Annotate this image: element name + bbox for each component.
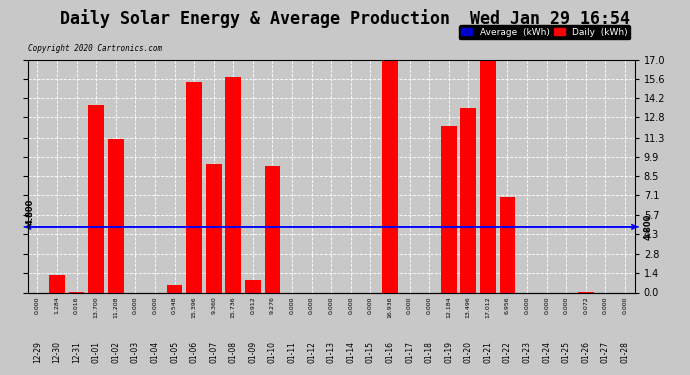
- Text: 12-29: 12-29: [33, 341, 42, 363]
- Text: 6.956: 6.956: [505, 296, 510, 314]
- Bar: [264, 166, 280, 292]
- Text: 01-11: 01-11: [288, 341, 297, 363]
- Text: 0.000: 0.000: [407, 296, 412, 314]
- Text: 0.000: 0.000: [564, 296, 569, 314]
- Text: 0.000: 0.000: [603, 296, 608, 314]
- Text: 0.072: 0.072: [583, 296, 589, 314]
- Text: Copyright 2020 Cartronics.com: Copyright 2020 Cartronics.com: [28, 44, 161, 53]
- Text: 01-18: 01-18: [424, 341, 433, 363]
- Bar: [460, 108, 476, 292]
- Text: 01-02: 01-02: [111, 341, 120, 363]
- Text: 4.800: 4.800: [26, 198, 35, 225]
- Text: 01-20: 01-20: [464, 341, 473, 363]
- Text: 0.000: 0.000: [309, 296, 314, 314]
- Text: 12-30: 12-30: [52, 341, 61, 363]
- Text: 01-14: 01-14: [346, 341, 355, 363]
- Text: 01-26: 01-26: [582, 341, 591, 363]
- Text: 0.000: 0.000: [152, 296, 157, 314]
- Text: 01-23: 01-23: [522, 341, 531, 363]
- Text: 01-05: 01-05: [170, 341, 179, 363]
- Text: 01-09: 01-09: [248, 341, 257, 363]
- Bar: [382, 61, 398, 292]
- Text: 12-31: 12-31: [72, 341, 81, 363]
- Bar: [480, 60, 495, 292]
- Text: 11.208: 11.208: [113, 296, 118, 318]
- Bar: [49, 275, 65, 292]
- Text: 01-04: 01-04: [150, 341, 159, 363]
- Text: 4.800: 4.800: [644, 214, 653, 240]
- Text: 0.016: 0.016: [74, 296, 79, 314]
- Text: 0.000: 0.000: [524, 296, 529, 314]
- Text: 0.000: 0.000: [133, 296, 138, 314]
- Text: 17.012: 17.012: [485, 296, 491, 318]
- Bar: [108, 139, 124, 292]
- Bar: [186, 82, 202, 292]
- Text: 0.000: 0.000: [35, 296, 40, 314]
- Legend: Average  (kWh), Daily  (kWh): Average (kWh), Daily (kWh): [459, 25, 630, 39]
- Bar: [578, 291, 593, 292]
- Text: 01-17: 01-17: [405, 341, 414, 363]
- Text: 0.000: 0.000: [622, 296, 627, 314]
- Text: 01-06: 01-06: [190, 341, 199, 363]
- Text: 01-21: 01-21: [484, 341, 493, 363]
- Bar: [245, 280, 261, 292]
- Text: 0.000: 0.000: [290, 296, 295, 314]
- Text: 1.284: 1.284: [55, 296, 59, 314]
- Text: 01-27: 01-27: [601, 341, 610, 363]
- Text: 01-13: 01-13: [326, 341, 336, 363]
- Text: 9.360: 9.360: [211, 296, 216, 314]
- Text: 15.396: 15.396: [192, 296, 197, 318]
- Text: 01-01: 01-01: [92, 341, 101, 363]
- Text: 0.000: 0.000: [328, 296, 334, 314]
- Text: 0.548: 0.548: [172, 296, 177, 314]
- Text: 01-03: 01-03: [131, 341, 140, 363]
- Text: 0.000: 0.000: [368, 296, 373, 314]
- Text: 15.736: 15.736: [230, 296, 236, 318]
- Text: 9.276: 9.276: [270, 296, 275, 314]
- Text: 01-25: 01-25: [562, 341, 571, 363]
- Text: 0.000: 0.000: [544, 296, 549, 314]
- Text: Daily Solar Energy & Average Production  Wed Jan 29 16:54: Daily Solar Energy & Average Production …: [60, 9, 630, 28]
- Text: 01-07: 01-07: [209, 341, 218, 363]
- Text: 01-12: 01-12: [307, 341, 316, 363]
- Text: 01-16: 01-16: [386, 341, 395, 363]
- Text: 0.000: 0.000: [348, 296, 353, 314]
- Text: 01-19: 01-19: [444, 341, 453, 363]
- Bar: [88, 105, 104, 292]
- Text: 01-24: 01-24: [542, 341, 551, 363]
- Text: 01-08: 01-08: [229, 341, 238, 363]
- Bar: [500, 197, 515, 292]
- Text: 01-22: 01-22: [503, 341, 512, 363]
- Text: 0.000: 0.000: [426, 296, 432, 314]
- Bar: [167, 285, 182, 292]
- Text: 13.700: 13.700: [94, 296, 99, 318]
- Text: 01-28: 01-28: [620, 341, 629, 363]
- Text: 01-10: 01-10: [268, 341, 277, 363]
- Bar: [441, 126, 457, 292]
- Bar: [226, 77, 241, 292]
- Text: 13.496: 13.496: [466, 296, 471, 318]
- Text: 01-15: 01-15: [366, 341, 375, 363]
- Text: 16.936: 16.936: [388, 296, 393, 318]
- Text: 0.912: 0.912: [250, 296, 255, 314]
- Text: 12.184: 12.184: [446, 296, 451, 318]
- Bar: [206, 165, 221, 292]
